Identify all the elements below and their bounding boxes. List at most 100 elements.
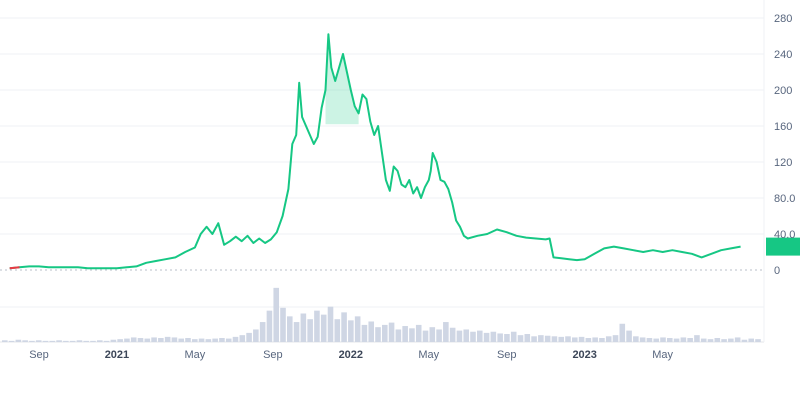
volume-bar: [178, 338, 185, 342]
y-tick-label: 40.0: [774, 229, 795, 241]
price-line-start: [9, 266, 20, 270]
volume-bar: [300, 313, 307, 342]
volume-bar: [185, 338, 191, 342]
volume-bar: [700, 338, 707, 342]
volume-bar: [22, 340, 28, 342]
y-tick-label: 280: [774, 13, 792, 25]
volume-bar: [171, 337, 178, 342]
volume-bar: [259, 322, 266, 342]
volume-bar: [551, 336, 558, 342]
volume-bar: [103, 340, 110, 342]
volume-bar: [97, 340, 103, 342]
volume-bar: [612, 335, 619, 342]
volume-bar: [192, 339, 198, 342]
volume-bar: [205, 339, 212, 342]
volume-bar: [694, 335, 700, 342]
volume-bar: [287, 316, 293, 342]
volume-bar: [56, 340, 62, 342]
volume-bar: [42, 340, 49, 342]
volume-bar: [728, 338, 734, 342]
y-tick-label: 160: [774, 121, 792, 133]
volume-bar: [246, 332, 252, 342]
volume-bar: [90, 340, 96, 342]
volume-bar: [531, 336, 537, 342]
x-tick-label: Sep: [263, 349, 283, 361]
volume-bar: [327, 306, 334, 342]
volume-bar: [198, 338, 205, 342]
x-tick-label: 2022: [339, 349, 363, 361]
volume-bar: [687, 338, 693, 342]
volume-bar: [402, 326, 408, 342]
volume-bar: [137, 338, 144, 342]
y-tick-label: 240: [774, 49, 792, 61]
volume-bar: [707, 339, 714, 342]
volume-bar: [653, 338, 660, 342]
volume-bar: [382, 324, 388, 342]
volume-bar: [741, 339, 748, 342]
volume-bar: [15, 339, 22, 342]
volume-bar: [639, 337, 646, 342]
volume-bar: [341, 312, 347, 342]
volume-bar: [599, 338, 605, 342]
y-tick-label: 200: [774, 85, 792, 97]
volume-bar: [470, 331, 476, 342]
volume-bar: [748, 338, 755, 342]
volume-bar: [429, 327, 436, 342]
volume-bar: [280, 307, 286, 342]
volume-bar: [273, 287, 280, 342]
volume-bar: [510, 331, 517, 342]
grid: [0, 17, 764, 343]
x-tick-label: May: [185, 349, 206, 361]
volume-bar: [585, 338, 592, 342]
x-tick-label: 2023: [572, 349, 596, 361]
x-tick-label: Sep: [29, 349, 49, 361]
volume-bar: [266, 310, 273, 342]
volume-bar: [626, 330, 632, 342]
volume-bar: [35, 340, 42, 342]
volume-bar: [409, 328, 415, 342]
volume-bar: [477, 330, 483, 342]
volume-bar: [69, 340, 76, 342]
volume-bar: [130, 337, 137, 342]
volume-bar: [124, 338, 130, 342]
volume-bar: [504, 334, 510, 342]
volume-bar: [538, 335, 544, 342]
volume-bar: [544, 335, 551, 342]
volume-bar: [578, 336, 585, 342]
volume-bar: [49, 340, 56, 342]
volume-bar: [314, 310, 320, 342]
volume-bar: [307, 319, 313, 342]
volume-bar: [164, 336, 171, 342]
volume-bar: [415, 324, 422, 342]
volume-bar: [592, 337, 598, 342]
volume-bar: [558, 336, 565, 342]
volume-bar: [2, 340, 8, 342]
volume-bar: [388, 322, 395, 342]
volume-bar: [354, 316, 361, 342]
volume-bar: [646, 338, 653, 342]
volume-bar: [483, 332, 490, 342]
volume-bar: [63, 340, 69, 342]
volume-bar: [361, 324, 368, 342]
volume-bar: [673, 338, 680, 342]
current-price-marker: [766, 237, 800, 256]
volume-bar: [605, 336, 612, 342]
volume-bar: [293, 322, 300, 342]
volume-bar: [497, 333, 503, 342]
volume-bar: [83, 340, 90, 342]
volume-bar: [253, 329, 259, 342]
volume-bar: [395, 329, 402, 342]
y-tick-label: 0: [774, 265, 780, 277]
volume-bar: [517, 335, 524, 342]
volume-bar: [158, 338, 164, 342]
volume-bar: [375, 327, 381, 342]
x-tick-label: May: [418, 349, 439, 361]
volume-bar: [368, 321, 375, 342]
volume-bar: [219, 338, 225, 342]
x-tick-label: Sep: [497, 349, 517, 361]
volume-bar: [144, 338, 151, 342]
volume-bar: [117, 339, 123, 342]
x-tick-label: May: [652, 349, 673, 361]
volume-bar: [348, 320, 354, 342]
y-tick-label: 120: [774, 157, 792, 169]
